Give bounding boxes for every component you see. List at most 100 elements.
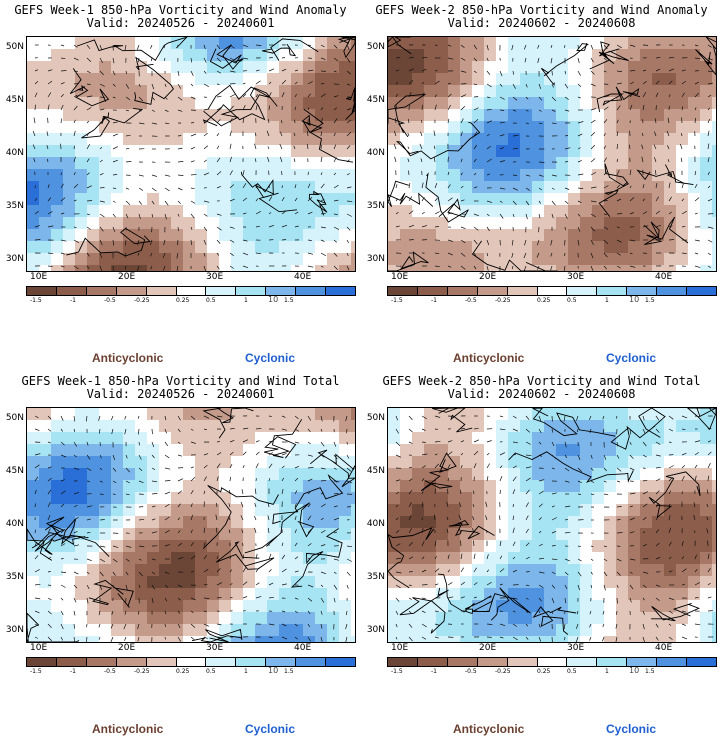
wind-arrow bbox=[34, 623, 39, 627]
wind-arrow bbox=[642, 491, 648, 495]
vorticity-cell bbox=[412, 540, 424, 552]
wind-arrow bbox=[229, 464, 233, 469]
vorticity-cell bbox=[51, 193, 63, 205]
vorticity-cell bbox=[63, 193, 75, 205]
vorticity-cell bbox=[279, 600, 291, 612]
vorticity-cell bbox=[712, 516, 716, 528]
vorticity-cell bbox=[231, 456, 243, 468]
vorticity-cell bbox=[652, 624, 664, 636]
vorticity-cell bbox=[712, 528, 716, 540]
wind-arrow bbox=[320, 517, 324, 521]
wind-arrow bbox=[112, 159, 118, 163]
vorticity-cell bbox=[412, 217, 424, 229]
vorticity-cell bbox=[544, 205, 556, 217]
vorticity-cell bbox=[219, 432, 231, 444]
wind-arrow bbox=[563, 623, 566, 630]
wind-arrow bbox=[60, 490, 66, 495]
vorticity-cell bbox=[75, 408, 87, 420]
wind-arrow bbox=[125, 558, 130, 562]
wind-arrow bbox=[447, 440, 453, 443]
vorticity-cell bbox=[676, 564, 688, 576]
wind-arrow bbox=[73, 623, 75, 629]
vorticity-cell bbox=[436, 612, 448, 624]
vorticity-cell bbox=[51, 636, 63, 642]
vorticity-cell bbox=[388, 73, 400, 85]
vorticity-cell bbox=[556, 169, 568, 181]
vorticity-cell bbox=[448, 540, 460, 552]
vorticity-cell bbox=[472, 109, 484, 121]
vorticity-cell bbox=[472, 504, 484, 516]
wind-arrow bbox=[190, 623, 196, 628]
vorticity-cell bbox=[291, 109, 303, 121]
vorticity-cell bbox=[508, 241, 520, 253]
vorticity-cell bbox=[700, 636, 712, 642]
vorticity-cell bbox=[171, 540, 183, 552]
wind-arrow bbox=[447, 554, 450, 560]
wind-arrow bbox=[460, 596, 465, 599]
vorticity-cell bbox=[400, 516, 412, 528]
wind-arrow bbox=[434, 610, 439, 613]
vorticity-cell bbox=[664, 528, 676, 540]
wind-arrow bbox=[177, 610, 181, 614]
vorticity-cell bbox=[532, 217, 544, 229]
wind-arrow bbox=[333, 505, 338, 508]
vorticity-cell bbox=[712, 480, 716, 492]
wind-arrow bbox=[307, 107, 310, 111]
vorticity-cell bbox=[472, 145, 484, 157]
wind-arrow bbox=[125, 480, 130, 484]
vorticity-cell bbox=[243, 480, 255, 492]
colorbar-tick-label: 0.5 bbox=[206, 668, 216, 675]
coastline bbox=[66, 227, 151, 257]
vorticity-cell bbox=[568, 636, 580, 642]
coastline bbox=[345, 87, 355, 120]
vorticity-cell bbox=[436, 169, 448, 181]
vorticity-cell bbox=[496, 109, 508, 121]
wind-arrow bbox=[421, 68, 427, 72]
vorticity-cell bbox=[51, 432, 63, 444]
vorticity-cell bbox=[460, 492, 472, 504]
vorticity-cell bbox=[75, 97, 87, 109]
vorticity-cell bbox=[388, 504, 400, 516]
wind-arrow bbox=[229, 57, 236, 61]
wind-arrow bbox=[229, 70, 236, 73]
wind-arrow bbox=[86, 158, 90, 163]
wind-arrow bbox=[216, 83, 220, 85]
vorticity-cell bbox=[568, 229, 580, 241]
vorticity-cell bbox=[267, 504, 279, 516]
wind-arrow bbox=[99, 96, 105, 98]
wind-arrow bbox=[190, 428, 194, 431]
vorticity-cell bbox=[63, 217, 75, 229]
vorticity-cell bbox=[712, 133, 716, 145]
vorticity-cell bbox=[243, 492, 255, 504]
vorticity-cell bbox=[183, 121, 195, 133]
vorticity-cell bbox=[604, 480, 616, 492]
wind-arrow bbox=[164, 109, 169, 113]
wind-arrow bbox=[268, 224, 275, 228]
vorticity-cell bbox=[508, 588, 520, 600]
vorticity-cell bbox=[231, 121, 243, 133]
vorticity-cell bbox=[652, 61, 664, 73]
wind-arrow bbox=[668, 636, 673, 640]
vorticity-cell bbox=[147, 253, 159, 265]
wind-arrow bbox=[216, 57, 222, 63]
vorticity-cell bbox=[484, 109, 496, 121]
vorticity-cell bbox=[255, 528, 267, 540]
wind-arrow bbox=[164, 467, 171, 470]
vorticity-cell bbox=[255, 564, 267, 576]
vorticity-cell bbox=[472, 624, 484, 636]
wind-arrow bbox=[575, 623, 579, 629]
vorticity-cell bbox=[183, 600, 195, 612]
wind-arrow bbox=[538, 454, 543, 457]
wind-arrow bbox=[629, 584, 634, 590]
wind-arrow bbox=[137, 415, 140, 419]
wind-arrow bbox=[73, 199, 77, 202]
wind-arrow bbox=[707, 107, 711, 111]
wind-arrow bbox=[73, 239, 79, 244]
wind-arrow bbox=[681, 583, 686, 586]
wind-arrow bbox=[294, 610, 299, 614]
colorbar-swatch bbox=[447, 287, 478, 295]
vorticity-cell bbox=[159, 420, 171, 432]
vorticity-cell bbox=[640, 612, 652, 624]
wind-arrow bbox=[254, 143, 257, 150]
vorticity-cell bbox=[147, 492, 159, 504]
